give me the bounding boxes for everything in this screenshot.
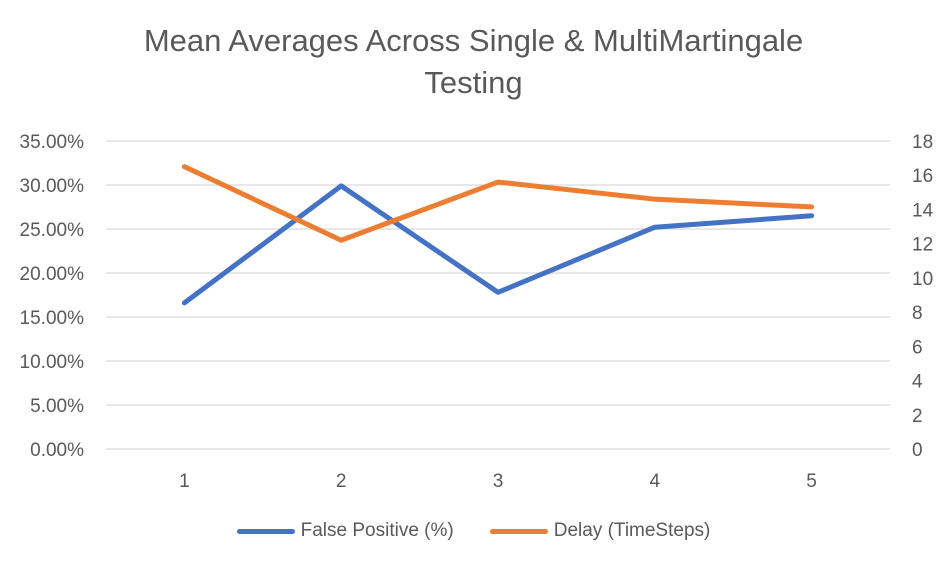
right-y-tick-label: 18 [912, 132, 933, 153]
legend-item-false-positive[interactable]: False Positive (%) [236, 520, 454, 542]
left-y-tick-label: 20.00% [20, 264, 85, 285]
legend-label-false-positive: False Positive (%) [300, 520, 454, 541]
right-y-tick-label: 6 [912, 337, 923, 358]
series-line-false-positive[interactable] [181, 183, 815, 306]
right-y-tick-label: 16 [912, 166, 933, 187]
right-y-tick-label: 10 [912, 269, 933, 290]
x-tick-label: 1 [179, 471, 190, 492]
series-line-delay[interactable] [181, 164, 815, 243]
right-y-axis: 0 2 4 6 8 10 12 14 16 18 [912, 132, 934, 461]
left-y-tick-label: 0.00% [30, 440, 84, 461]
gridlines [106, 140, 890, 450]
x-axis: 1 2 3 4 5 [179, 471, 817, 492]
right-y-tick-label: 8 [912, 303, 923, 324]
legend-swatch-delay [489, 528, 548, 534]
x-tick-label: 5 [806, 471, 817, 492]
left-y-tick-label: 35.00% [20, 132, 85, 153]
left-y-tick-label: 5.00% [30, 396, 84, 417]
legend-item-delay[interactable]: Delay (TimeSteps) [489, 520, 711, 542]
x-tick-label: 3 [493, 471, 504, 492]
right-y-tick-label: 14 [912, 200, 934, 221]
left-y-tick-label: 25.00% [20, 220, 85, 241]
legend: False Positive (%) Delay (TimeSteps) [0, 520, 947, 542]
right-y-tick-label: 12 [912, 235, 933, 256]
legend-swatch-false-positive [236, 528, 295, 534]
legend-label-delay: Delay (TimeSteps) [553, 520, 711, 541]
series-lines [181, 164, 815, 306]
right-y-tick-label: 2 [912, 406, 923, 427]
chart-title-line-2: Testing [424, 65, 523, 100]
chart-title-line-1: Mean Averages Across Single & MultiMarti… [143, 23, 804, 58]
left-y-axis: 0.00% 5.00% 10.00% 15.00% 20.00% 25.00% 30.00%… [20, 132, 85, 461]
right-y-tick-label: 0 [912, 440, 923, 461]
left-y-tick-label: 10.00% [20, 352, 85, 373]
x-tick-label: 4 [650, 471, 661, 492]
right-y-tick-label: 4 [912, 372, 923, 393]
left-y-tick-label: 15.00% [20, 308, 85, 329]
left-y-tick-label: 30.00% [20, 176, 85, 197]
chart-title: Mean Averages Across Single & MultiMarti… [0, 20, 947, 104]
x-tick-label: 2 [336, 471, 347, 492]
